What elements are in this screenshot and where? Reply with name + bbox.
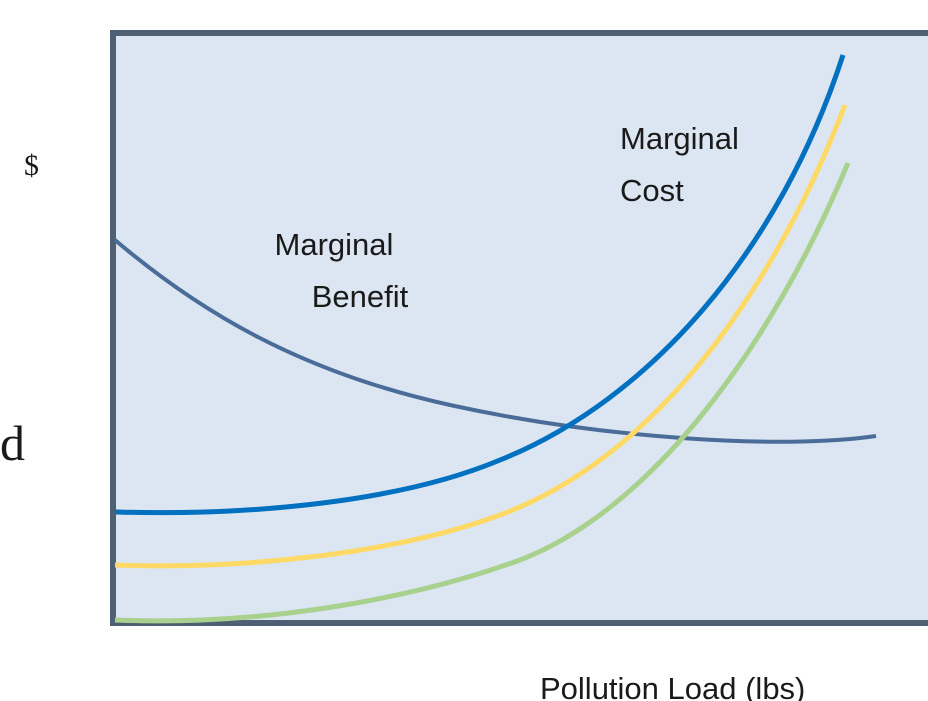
marginal-cost-curve-low xyxy=(114,162,851,624)
curve-label: Marginal xyxy=(275,227,394,262)
plot-box xyxy=(110,30,928,626)
marginal-cost-curve xyxy=(114,54,846,516)
x-axis-label: Pollution Load (lbs) xyxy=(540,671,805,701)
y-axis-label: $ xyxy=(24,149,39,182)
curve-label: Marginal xyxy=(620,121,739,156)
curve-label: Benefit xyxy=(312,279,409,314)
marginal-cost-curve-mid xyxy=(114,104,848,569)
curve-label: Cost xyxy=(620,173,684,208)
marginal-benefit-curve xyxy=(113,238,877,444)
left-fragment: d xyxy=(0,415,25,471)
